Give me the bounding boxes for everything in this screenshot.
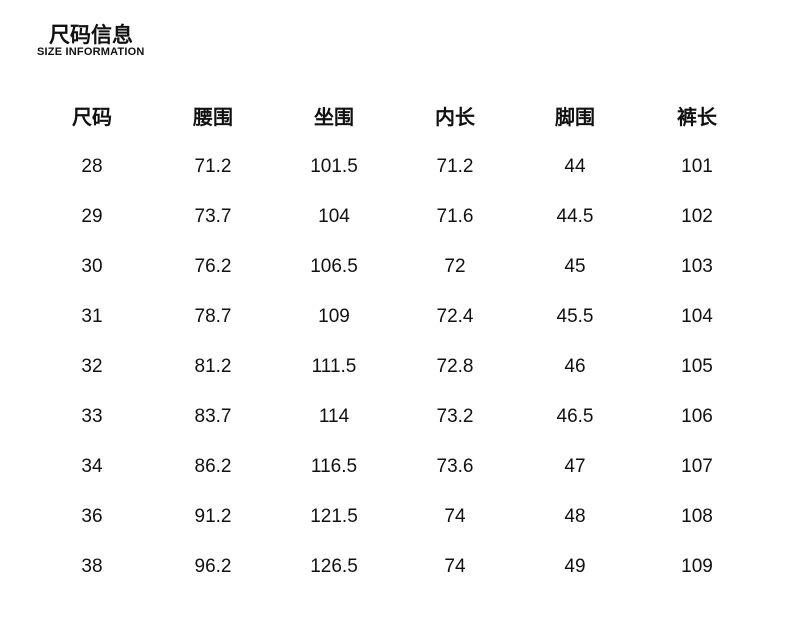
table-cell: 29 <box>81 206 103 227</box>
table-cell: 107 <box>681 456 713 477</box>
table-cell: 86.2 <box>194 456 232 477</box>
table-cell: 45.5 <box>556 306 594 327</box>
table-cell: 33 <box>81 406 103 427</box>
table-cell: 96.2 <box>194 556 232 577</box>
table-cell: 73.2 <box>436 406 474 427</box>
table-cell: 36 <box>81 506 103 527</box>
table-cell: 83.7 <box>194 406 232 427</box>
table-cell: 102 <box>681 206 713 227</box>
table-cell: 47 <box>564 456 586 477</box>
table-cell: 32 <box>81 356 103 377</box>
table-cell: 101 <box>681 156 713 177</box>
table-cell: 72.8 <box>436 356 474 377</box>
column-header: 裤长 <box>677 105 717 129</box>
table-cell: 44 <box>564 156 586 177</box>
table-cell: 71.2 <box>436 156 474 177</box>
table-cell: 126.5 <box>310 556 358 577</box>
table-cell: 49 <box>564 556 586 577</box>
table-cell: 106.5 <box>310 256 358 277</box>
table-cell: 108 <box>681 506 713 527</box>
table-cell: 74 <box>444 506 466 527</box>
table-cell: 74 <box>444 556 466 577</box>
table-cell: 91.2 <box>194 506 232 527</box>
table-cell: 34 <box>81 456 103 477</box>
table-cell: 73.6 <box>436 456 474 477</box>
table-cell: 121.5 <box>310 506 358 527</box>
column-header: 尺码 <box>72 105 112 129</box>
table-cell: 31 <box>81 306 103 327</box>
table-cell: 111.5 <box>311 356 357 377</box>
column-header: 腰围 <box>193 105 233 129</box>
table-cell: 72.4 <box>436 306 474 327</box>
table-cell: 76.2 <box>194 256 232 277</box>
table-cell: 46.5 <box>556 406 594 427</box>
table-cell: 71.2 <box>194 156 232 177</box>
table-cell: 116.5 <box>310 456 358 477</box>
table-cell: 44.5 <box>556 206 594 227</box>
table-cell: 78.7 <box>194 306 232 327</box>
table-cell: 73.7 <box>194 206 232 227</box>
table-cell: 114 <box>318 406 350 427</box>
page-subtitle: SIZE INFORMATION <box>37 46 145 58</box>
table-cell: 71.6 <box>436 206 474 227</box>
column-header: 内长 <box>435 105 475 129</box>
table-cell: 109 <box>681 556 713 577</box>
table-cell: 81.2 <box>194 356 232 377</box>
table-cell: 72 <box>444 256 466 277</box>
table-cell: 109 <box>318 306 350 327</box>
table-cell: 45 <box>564 256 586 277</box>
table-cell: 101.5 <box>310 156 358 177</box>
table-cell: 104 <box>318 206 350 227</box>
table-cell: 48 <box>564 506 586 527</box>
column-header: 脚围 <box>555 105 595 129</box>
table-cell: 28 <box>81 156 103 177</box>
table-cell: 30 <box>81 256 103 277</box>
column-header: 坐围 <box>314 105 354 129</box>
table-cell: 104 <box>681 306 713 327</box>
table-cell: 103 <box>681 256 713 277</box>
table-cell: 105 <box>681 356 713 377</box>
table-cell: 46 <box>564 356 586 377</box>
table-cell: 38 <box>81 556 103 577</box>
table-cell: 106 <box>681 406 713 427</box>
page-title: 尺码信息 <box>49 23 133 47</box>
